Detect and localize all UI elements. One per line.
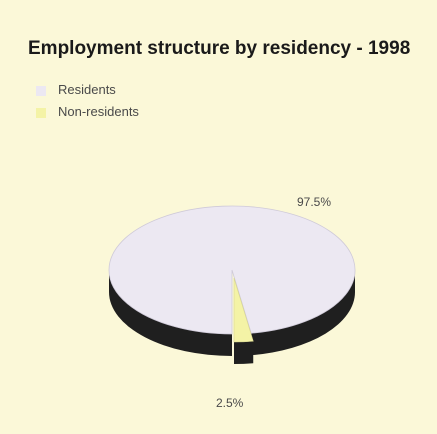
legend-swatch-residents: [36, 86, 46, 96]
data-label-non-residents: 2.5%: [216, 396, 244, 410]
legend-swatch-non-residents: [36, 108, 46, 118]
pie-slice-residents: [108, 205, 356, 335]
pie-side-residents: [109, 270, 232, 356]
pie-side-residents-right: [251, 270, 355, 356]
data-label-residents: 97.5%: [297, 195, 331, 209]
chart-title: Employment structure by residency - 1998: [28, 38, 411, 59]
pie-side-non-residents: [234, 341, 254, 364]
pie-slice-non-residents: [233, 277, 254, 343]
legend-label-residents: Residents: [58, 82, 116, 97]
legend-label-non-residents: Non-residents: [58, 104, 139, 119]
